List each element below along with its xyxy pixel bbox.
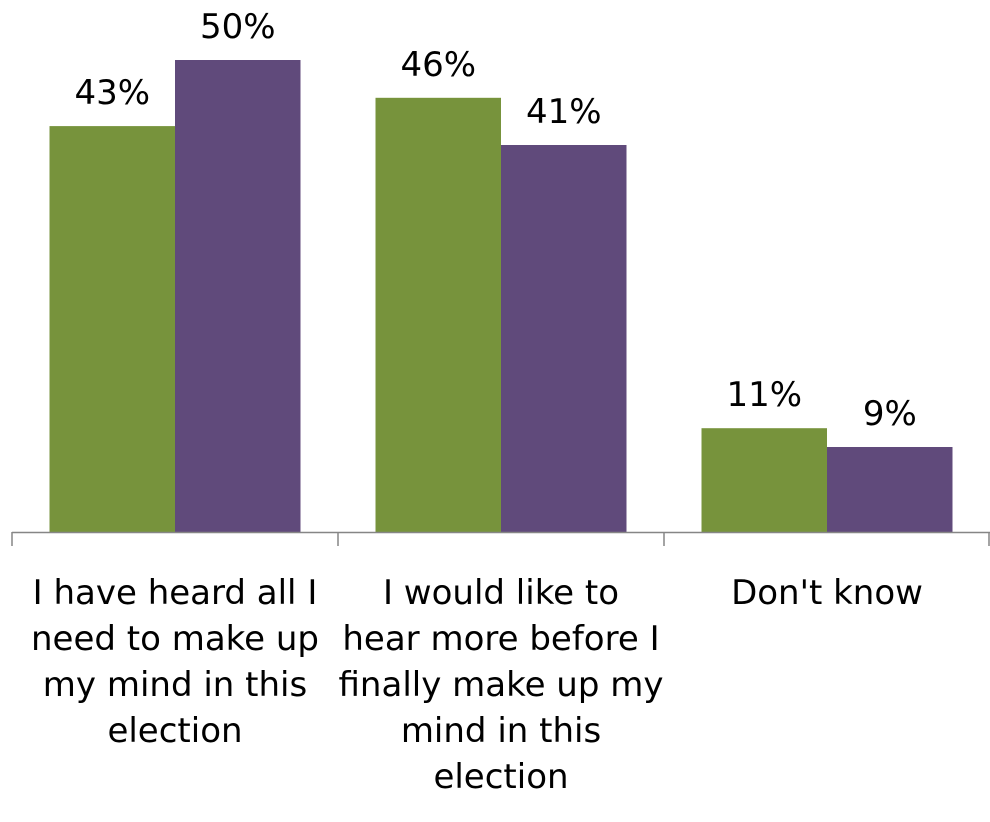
value-label-2-series-1: 46% xyxy=(401,45,477,85)
x-axis xyxy=(11,531,990,546)
value-label-3-series-2: 9% xyxy=(863,394,917,434)
value-label-1-series-1: 43% xyxy=(75,73,151,113)
bar-3-series-1 xyxy=(701,428,827,532)
bar-2-series-2 xyxy=(501,145,627,532)
bar-1-series-2 xyxy=(175,60,301,532)
bar-2-series-1 xyxy=(375,97,501,533)
value-label-2-series-2: 41% xyxy=(526,92,602,132)
bar-1-series-1 xyxy=(49,126,175,532)
value-labels-group: 43% 50% 46% 41% 11% 9% xyxy=(75,7,917,434)
value-label-1-series-2: 50% xyxy=(200,7,276,47)
value-label-3-series-1: 11% xyxy=(727,375,803,415)
bar-3-series-2 xyxy=(827,447,953,532)
category-label-3: Don't know xyxy=(731,573,923,613)
bars-group xyxy=(49,60,953,533)
